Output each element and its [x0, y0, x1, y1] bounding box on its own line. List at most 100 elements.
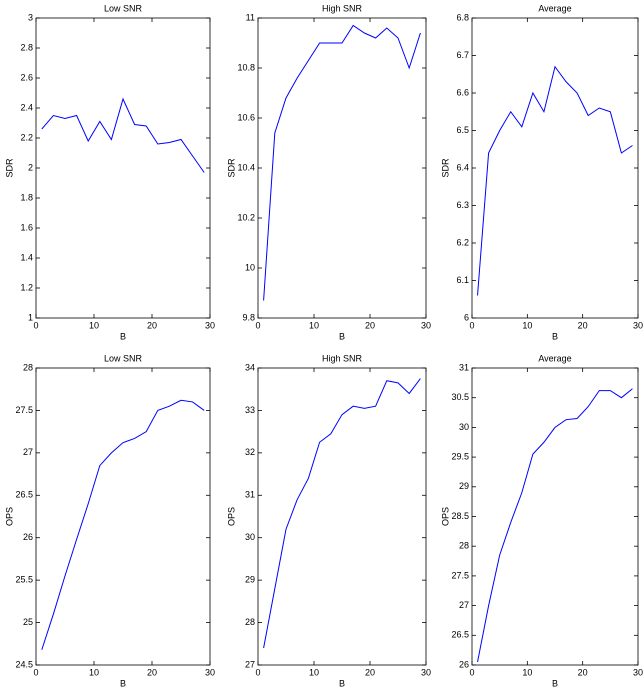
axes-box [257, 367, 427, 666]
y-tick-label: 1.6 [20, 222, 33, 232]
y-tick-label: 28 [245, 617, 255, 627]
y-tick-label: 32 [245, 447, 255, 457]
subplot-title: High SNR [322, 3, 363, 13]
x-axis-label: B [120, 331, 126, 341]
x-tick-label: 30 [633, 320, 643, 330]
y-tick-label: 10.8 [237, 62, 255, 72]
axes-box [35, 17, 211, 319]
y-tick-label: 24.5 [15, 659, 33, 669]
y-tick-label: 26 [459, 659, 469, 669]
y-tick-label: 2.2 [20, 132, 33, 142]
y-axis-label: SDR [226, 158, 236, 178]
y-tick-label: 28 [459, 541, 469, 551]
y-tick-label: 10.6 [237, 112, 255, 122]
x-tick-label: 20 [578, 667, 588, 677]
x-tick-label: 10 [309, 667, 319, 677]
y-tick-label: 30 [245, 532, 255, 542]
subplot-title: Average [538, 353, 571, 363]
y-tick-label: 33 [245, 405, 255, 415]
y-tick-label: 1.4 [20, 252, 33, 262]
x-tick-label: 20 [578, 320, 588, 330]
x-axis-label: B [552, 331, 558, 341]
y-tick-label: 30.5 [451, 392, 469, 402]
x-tick-label: 20 [147, 667, 157, 677]
y-tick-label: 6.8 [456, 12, 469, 22]
x-tick-label: 10 [309, 320, 319, 330]
subplot-title: High SNR [322, 353, 363, 363]
y-axis-label: OPS [440, 507, 450, 526]
y-tick-label: 26 [23, 532, 33, 542]
x-tick-label: 30 [633, 667, 643, 677]
y-tick-label: 29 [245, 575, 255, 585]
y-tick-label: 31 [245, 490, 255, 500]
y-tick-label: 28.5 [451, 511, 469, 521]
y-tick-label: 26.5 [15, 490, 33, 500]
y-tick-label: 27.5 [15, 405, 33, 415]
y-tick-label: 2.8 [20, 42, 33, 52]
y-tick-label: 2 [28, 162, 33, 172]
y-tick-label: 3 [28, 12, 33, 22]
y-tick-label: 10.4 [237, 162, 255, 172]
x-tick-label: 0 [33, 667, 38, 677]
y-tick-label: 6 [464, 312, 469, 322]
y-tick-label: 2.4 [20, 102, 33, 112]
x-axis-label: B [339, 331, 345, 341]
line [41, 399, 205, 650]
y-axis-label: OPS [226, 507, 236, 526]
x-tick-label: 10 [89, 320, 99, 330]
x-tick-label: 30 [205, 667, 215, 677]
x-tick-label: 20 [147, 320, 157, 330]
y-tick-label: 6.2 [456, 237, 469, 247]
subplot-title: Low SNR [104, 3, 143, 13]
x-tick-label: 10 [522, 320, 532, 330]
y-tick-label: 27.5 [451, 570, 469, 580]
y-tick-label: 28 [23, 362, 33, 372]
y-tick-label: 25 [23, 617, 33, 627]
axes-box [35, 367, 211, 666]
subplot-title: Average [538, 3, 571, 13]
y-tick-label: 26.5 [451, 630, 469, 640]
x-tick-label: 0 [469, 667, 474, 677]
y-tick-label: 30 [459, 422, 469, 432]
x-tick-label: 30 [421, 320, 431, 330]
axes-box [257, 17, 427, 319]
y-tick-label: 6.1 [456, 275, 469, 285]
y-tick-label: 1.8 [20, 192, 33, 202]
line [477, 65, 633, 296]
y-tick-label: 29 [459, 481, 469, 491]
x-axis-label: B [120, 678, 126, 688]
x-tick-label: 20 [365, 667, 375, 677]
y-tick-label: 27 [459, 600, 469, 610]
y-tick-label: 27 [23, 447, 33, 457]
x-tick-label: 0 [255, 667, 260, 677]
y-axis-label: OPS [4, 507, 14, 526]
y-axis-label: SDR [4, 158, 14, 178]
y-tick-label: 1.2 [20, 282, 33, 292]
y-tick-label: 6.5 [456, 125, 469, 135]
y-tick-label: 27 [245, 659, 255, 669]
x-tick-label: 0 [255, 320, 260, 330]
y-tick-label: 10 [245, 262, 255, 272]
x-axis-label: B [339, 678, 345, 688]
y-axis-label: SDR [440, 158, 450, 178]
y-tick-label: 31 [459, 362, 469, 372]
y-tick-label: 9.8 [242, 312, 255, 322]
x-axis-label: B [552, 678, 558, 688]
axes-box [471, 17, 639, 319]
y-tick-label: 34 [245, 362, 255, 372]
x-tick-label: 0 [33, 320, 38, 330]
axes-box [471, 367, 639, 666]
x-tick-label: 30 [421, 667, 431, 677]
line [477, 388, 633, 663]
y-tick-label: 6.6 [456, 87, 469, 97]
line [263, 24, 421, 301]
line [41, 97, 205, 173]
y-tick-label: 10.2 [237, 212, 255, 222]
subplot-title: Low SNR [104, 353, 143, 363]
x-tick-label: 30 [205, 320, 215, 330]
x-tick-label: 10 [522, 667, 532, 677]
y-tick-label: 6.3 [456, 200, 469, 210]
y-tick-label: 11 [246, 12, 255, 22]
y-tick-label: 29.5 [451, 451, 469, 461]
